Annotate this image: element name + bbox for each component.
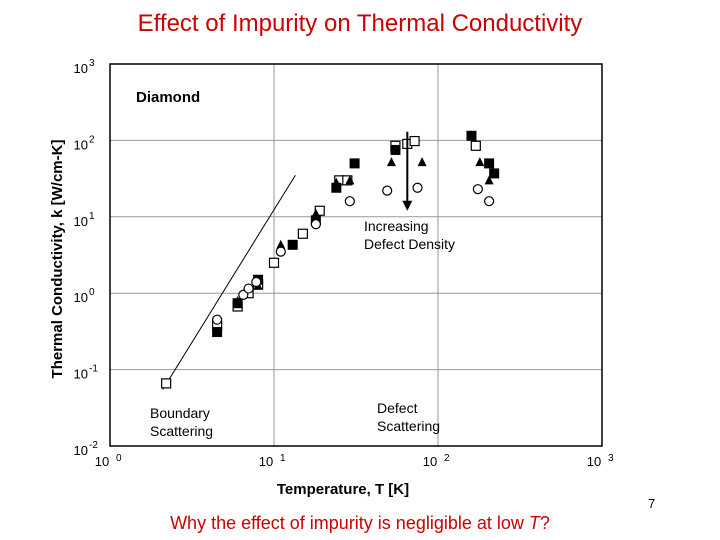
filled-square-marker [287,239,298,250]
filled-square-marker [489,168,500,179]
increasing-label-line2: Defect Density [364,236,455,252]
slide-title: Effect of Impurity on Thermal Conductivi… [137,10,583,37]
plot-frame [109,63,603,447]
open-circle-marker [484,196,495,207]
data-markers [161,130,500,389]
boundary-scattering-line [162,174,296,390]
open-circle-marker [243,283,254,294]
filled-triangle-marker [484,175,494,185]
filled-square-marker [212,327,223,338]
boundary-label-line2: Scattering [150,423,213,439]
tick-labels: 10 0 10 1 10 2 10 310 -210 -110 010 110 210 3 [74,58,614,469]
filled-triangle-marker [233,296,243,306]
filled-triangle-marker [345,175,355,185]
question-text: Why the effect of impurity is negligible… [170,513,529,533]
open-square-marker [268,257,280,268]
y-tick-exponent: -2 [89,440,98,451]
question-mark: ? [539,513,550,533]
open-square-marker [161,378,172,389]
open-circle-marker [472,184,483,195]
arrow-head [402,200,413,211]
filled-triangle-marker [311,208,321,218]
slide-question: Why the effect of impurity is negligible… [0,513,720,534]
open-square-marker [470,140,481,151]
open-circle-marker [212,314,223,325]
y-tick-label: 10 [74,367,88,382]
filled-square-marker [390,144,401,155]
y-tick-label: 10 [74,137,88,152]
filled-square-marker [466,130,477,141]
x-tick-exponent: 1 [280,453,286,464]
x-tick-label: 10 [587,454,601,469]
y-tick-exponent: 2 [89,134,95,145]
open-square-marker [297,228,308,239]
open-circle-marker [275,246,286,257]
boundary-label-line1: Boundary [150,405,210,421]
filled-triangle-marker [475,157,485,167]
increasing-label-line1: Increasing [364,218,429,234]
increasing-defect-arrow [402,131,413,211]
defect-label-line1: Defect [377,400,418,416]
grid-lines [110,64,602,446]
y-tick-label: 10 [74,214,88,229]
y-axis-label: Thermal Conductivity, k [W/cm-K] [49,140,66,379]
x-tick-label: 10 [259,454,273,469]
question-variable: T [528,513,540,533]
y-tick-exponent: 3 [89,58,95,69]
x-tick-label: 10 [95,454,109,469]
filled-square-marker [484,158,495,169]
open-circle-marker [251,276,262,288]
page-number: 7 [648,496,656,511]
filled-square-marker [349,158,360,169]
filled-triangle-marker [417,157,427,167]
defect-label-line2: Scattering [377,418,440,434]
y-tick-exponent: 1 [89,211,95,222]
x-tick-exponent: 2 [444,453,450,464]
open-circle-marker [344,196,355,207]
open-circle-marker [412,182,423,193]
x-axis-label: Temperature, T [K] [277,481,409,498]
diamond-label: Diamond [136,89,200,106]
x-tick-exponent: 3 [608,453,614,464]
filled-triangle-marker [386,157,396,167]
y-tick-exponent: 0 [89,287,95,298]
open-circle-marker [382,185,393,196]
x-tick-label: 10 [423,454,437,469]
open-circle-marker [310,219,321,230]
y-tick-exponent: -1 [89,364,98,375]
y-tick-label: 10 [74,443,88,458]
filled-triangle-marker [276,239,286,249]
y-tick-label: 10 [74,61,88,76]
x-tick-exponent: 0 [116,453,122,464]
filled-triangle-marker [331,177,341,187]
y-tick-label: 10 [74,290,88,305]
open-square-marker [409,135,420,147]
